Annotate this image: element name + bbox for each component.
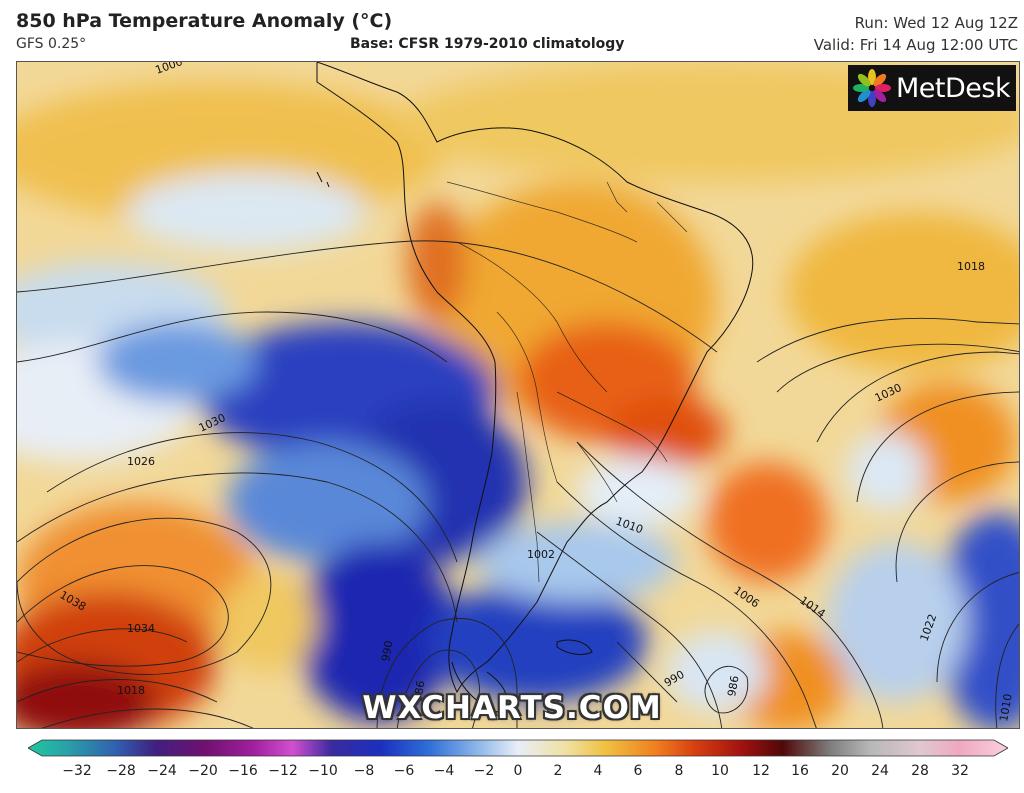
colorbar-tick: −4 [433,763,455,779]
colorbar-strip [27,739,1009,757]
svg-text:986: 986 [725,675,741,698]
colorbar-tick: 6 [633,763,643,779]
run-time-label: Run: Wed 12 Aug 12Z [854,14,1018,32]
chart-title: 850 hPa Temperature Anomaly (°C) [16,10,393,32]
colorbar-tick: −16 [228,763,258,779]
colorbar-tick: 8 [674,763,684,779]
colorbar-tick: −10 [308,763,338,779]
colorbar-tick: −2 [473,763,495,779]
metdesk-flower-icon [853,69,891,107]
svg-text:1002: 1002 [527,548,555,561]
colorbar-tick: −28 [106,763,136,779]
svg-text:1018: 1018 [117,684,145,697]
isobar-lines [17,240,1019,728]
colorbar-tick: 32 [951,763,969,779]
svg-text:1018: 1018 [957,260,985,273]
metdesk-logo-text: MetDesk [896,72,1011,104]
colorbar-tick: 0 [513,763,523,779]
svg-text:1034: 1034 [127,622,155,635]
country-borders [446,181,688,583]
wxcharts-watermark: WXCHARTS.COM [362,690,662,726]
colorbar-tick: −12 [268,763,298,779]
colorbar-tick: 2 [553,763,563,779]
colorbar-tick: 4 [593,763,603,779]
svg-text:1010: 1010 [997,693,1015,723]
svg-text:986: 986 [411,680,427,703]
metdesk-logo: MetDesk [848,65,1016,111]
coastlines [316,62,754,713]
colorbar-tick: 24 [871,763,889,779]
colorbar-tick: −32 [62,763,92,779]
svg-text:990: 990 [379,640,395,663]
colorbar-tick: 20 [831,763,849,779]
base-climatology-label: Base: CFSR 1979-2010 climatology [350,36,625,52]
colorbar-tick: −20 [188,763,218,779]
colorbar-tick: 16 [791,763,809,779]
anomaly-map: 1000 1018 1026 1030 1038 1034 1018 1010 … [16,61,1020,729]
colorbar-tick: 28 [911,763,929,779]
valid-time-label: Valid: Fri 14 Aug 12:00 UTC [813,36,1018,54]
model-label: GFS 0.25° [16,36,87,52]
map-canvas: 1000 1018 1026 1030 1038 1034 1018 1010 … [17,62,1019,728]
colorbar: −32 −28 −24 −20 −16 −12 −10 −8 −6 −4 −2 … [27,737,1009,793]
colorbar-tick: −6 [393,763,415,779]
chart-header: 850 hPa Temperature Anomaly (°C) GFS 0.2… [0,0,1024,60]
colorbar-tick: 12 [752,763,770,779]
svg-text:1026: 1026 [127,455,155,468]
colorbar-tick: −8 [353,763,375,779]
colorbar-tick: 10 [711,763,729,779]
colorbar-tick: −24 [147,763,177,779]
